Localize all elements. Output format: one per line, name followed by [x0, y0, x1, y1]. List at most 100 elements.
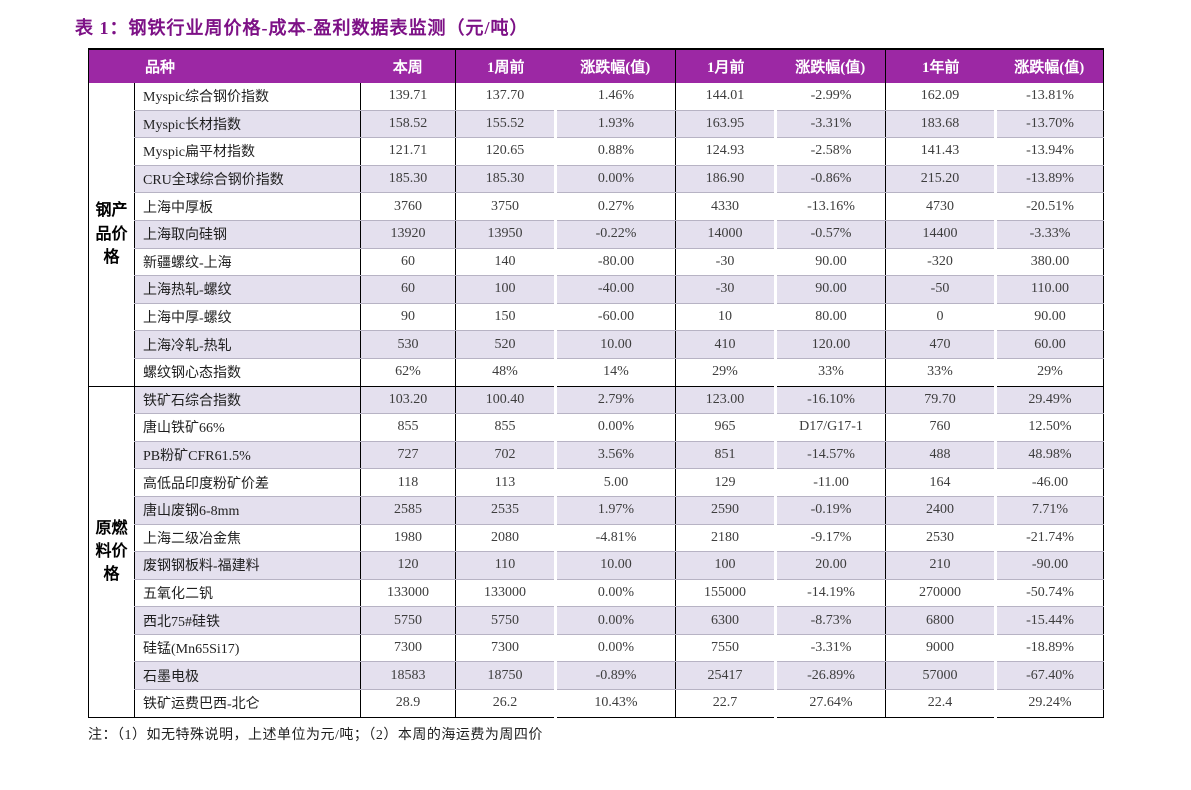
item-name: 废钢钢板料-福建料: [133, 551, 361, 580]
header-change-2: 涨跌幅(值): [775, 49, 886, 83]
value-cell: 22.4: [885, 689, 996, 718]
value-cell: 10.00: [554, 330, 676, 359]
value-cell: 14%: [554, 358, 676, 387]
value-cell: -50.74%: [994, 579, 1104, 608]
value-cell: 133000: [360, 579, 456, 608]
value-cell: 150: [455, 303, 556, 332]
value-cell: 120.00: [774, 330, 886, 359]
value-cell: -46.00: [994, 468, 1104, 497]
value-cell: 3.56%: [554, 441, 676, 470]
value-cell: 18750: [455, 661, 556, 691]
value-cell: -0.22%: [554, 220, 676, 249]
value-cell: 110: [455, 551, 556, 580]
value-cell: 103.20: [360, 386, 456, 415]
value-cell: 851: [675, 441, 776, 470]
item-name: 唐山废钢6-8mm: [133, 496, 361, 525]
value-cell: 488: [885, 441, 996, 470]
value-cell: 7550: [675, 634, 776, 663]
value-cell: 4730: [885, 192, 996, 221]
value-cell: -2.99%: [774, 83, 886, 111]
value-cell: 10.43%: [554, 689, 676, 718]
value-cell: 48%: [455, 358, 556, 387]
header-this-week: 本周: [360, 49, 456, 83]
value-cell: 855: [360, 413, 456, 442]
value-cell: 4330: [675, 192, 776, 221]
header-variety: 品种: [88, 49, 361, 83]
value-cell: 141.43: [885, 137, 996, 166]
value-cell: 25417: [675, 661, 776, 691]
value-cell: 0.00%: [554, 634, 676, 663]
value-cell: 137.70: [455, 83, 556, 111]
value-cell: -0.89%: [554, 661, 676, 691]
table-row: 螺纹钢心态指数 62% 48% 14% 29% 33% 33% 29%: [89, 358, 1104, 387]
item-name: 铁矿运费巴西-北仑: [133, 689, 361, 718]
value-cell: -320: [885, 248, 996, 277]
item-name: 上海取向硅钢: [133, 220, 361, 249]
value-cell: -14.19%: [774, 579, 886, 608]
value-cell: 90.00: [774, 248, 886, 277]
value-cell: -4.81%: [554, 524, 676, 553]
table-row: 钢产品价格 Myspic综合钢价指数 139.71 137.70 1.46% 144.01…: [88, 83, 1104, 387]
value-cell: -16.10%: [774, 386, 886, 415]
value-cell: 28.9: [360, 689, 456, 718]
item-name: Myspic综合钢价指数: [133, 83, 361, 111]
value-cell: 1.46%: [554, 83, 676, 111]
value-cell: 530: [360, 330, 456, 359]
value-cell: 6300: [675, 606, 776, 635]
value-cell: 7300: [455, 634, 556, 663]
value-cell: 48.98%: [994, 441, 1104, 470]
table-row: 硅锰(Mn65Si17) 7300 7300 0.00% 7550 -3.31% 9000-…: [89, 634, 1104, 663]
value-cell: -30: [675, 248, 776, 277]
value-cell: 144.01: [675, 83, 776, 111]
value-cell: 29%: [994, 358, 1104, 387]
value-cell: 270000: [885, 579, 996, 608]
value-cell: 2180: [675, 524, 776, 553]
value-cell: -13.70%: [994, 110, 1104, 139]
value-cell: 163.95: [675, 110, 776, 139]
value-cell: 2535: [455, 496, 556, 525]
value-cell: 2.79%: [554, 386, 676, 415]
table-row: Myspic扁平材指数 121.71 120.65 0.88% 124.93 -2.58%…: [89, 137, 1104, 166]
value-cell: -11.00: [774, 468, 886, 497]
value-cell: 14400: [885, 220, 996, 249]
value-cell: 162.09: [885, 83, 996, 111]
item-name: 高低品印度粉矿价差: [133, 468, 361, 497]
value-cell: -50: [885, 275, 996, 304]
header-row: 品种 本周 1周前 涨跌幅(值) 1月前 涨跌幅(值) 1年前 涨跌幅(值): [88, 49, 1104, 83]
item-name: 上海中厚-螺纹: [133, 303, 361, 332]
row-group-label: 原燃料价格: [88, 386, 135, 718]
header-change-1: 涨跌幅(值): [555, 49, 676, 83]
value-cell: 124.93: [675, 137, 776, 166]
value-cell: 79.70: [885, 386, 996, 415]
value-cell: 0.88%: [554, 137, 676, 166]
value-cell: 10: [675, 303, 776, 332]
header-1-week-ago: 1周前: [455, 49, 556, 83]
value-cell: 0.27%: [554, 192, 676, 221]
footnote: 注：（1）如无特殊说明，上述单位为元/吨；（2）本周的海运费为周四价: [88, 728, 543, 743]
value-cell: 185.30: [360, 165, 456, 194]
value-cell: -21.74%: [994, 524, 1104, 553]
value-cell: -13.89%: [994, 165, 1104, 194]
value-cell: 1980: [360, 524, 456, 553]
value-cell: 33%: [885, 358, 996, 387]
value-cell: 60: [360, 248, 456, 277]
value-cell: -3.31%: [774, 634, 886, 663]
value-cell: 113: [455, 468, 556, 497]
value-cell: 90.00: [994, 303, 1104, 332]
value-cell: 855: [455, 413, 556, 442]
value-cell: 80.00: [774, 303, 886, 332]
value-cell: 140: [455, 248, 556, 277]
value-cell: 0.00%: [554, 579, 676, 608]
value-cell: 129: [675, 468, 776, 497]
item-name: PB粉矿CFR61.5%: [133, 441, 361, 470]
value-cell: -67.40%: [994, 661, 1104, 691]
value-cell: 760: [885, 413, 996, 442]
value-cell: -3.33%: [994, 220, 1104, 249]
value-cell: 1.97%: [554, 496, 676, 525]
value-cell: 965: [675, 413, 776, 442]
value-cell: 2585: [360, 496, 456, 525]
item-name: 五氧化二钒: [133, 579, 361, 608]
value-cell: -2.58%: [774, 137, 886, 166]
value-cell: 7.71%: [994, 496, 1104, 525]
table-row: Myspic长材指数 158.52 155.52 1.93% 163.95 -3.31% 1…: [89, 110, 1104, 139]
